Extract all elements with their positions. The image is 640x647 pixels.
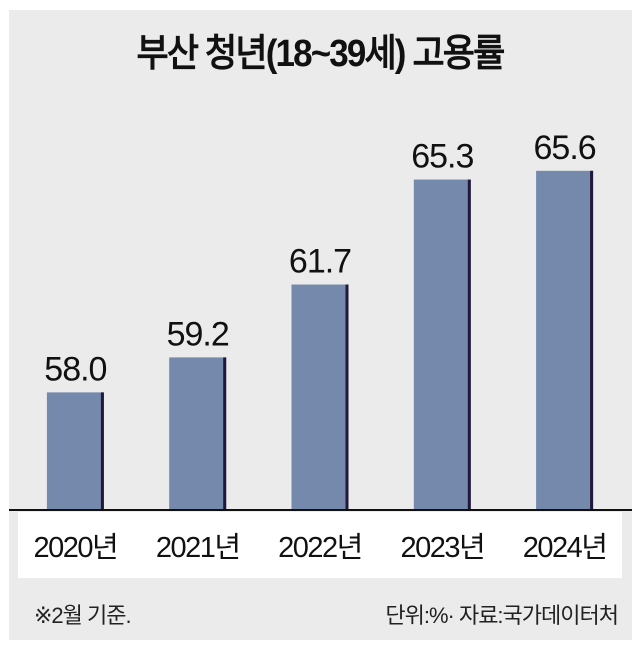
x-tick-label: 2024년 <box>523 532 607 564</box>
x-axis-label-band <box>18 512 622 578</box>
value-label: 58.0 <box>44 350 106 388</box>
bar-edge <box>100 392 104 509</box>
value-label: 65.3 <box>411 138 473 176</box>
bar-edge <box>345 284 349 509</box>
value-label: 61.7 <box>289 243 351 281</box>
value-label: 59.2 <box>167 315 229 353</box>
bar-edge <box>590 170 594 510</box>
bar-edge <box>223 357 227 509</box>
value-label: 65.6 <box>534 129 596 167</box>
bar <box>169 357 227 509</box>
x-tick-label: 2021년 <box>156 532 240 564</box>
bar <box>536 170 594 510</box>
chart-title: 부산 청년(18~39세) 고용률 <box>136 33 506 75</box>
footnote: ※2월 기준. <box>34 603 132 628</box>
bar <box>291 284 349 509</box>
x-tick-label: 2020년 <box>34 532 118 564</box>
source-note: 단위:%· 자료:국가데이터처 <box>385 603 619 628</box>
x-tick-label: 2023년 <box>400 532 484 564</box>
bar <box>46 392 104 509</box>
bar-edge <box>467 179 471 510</box>
bar <box>413 179 471 510</box>
x-tick-label: 2022년 <box>278 532 362 564</box>
